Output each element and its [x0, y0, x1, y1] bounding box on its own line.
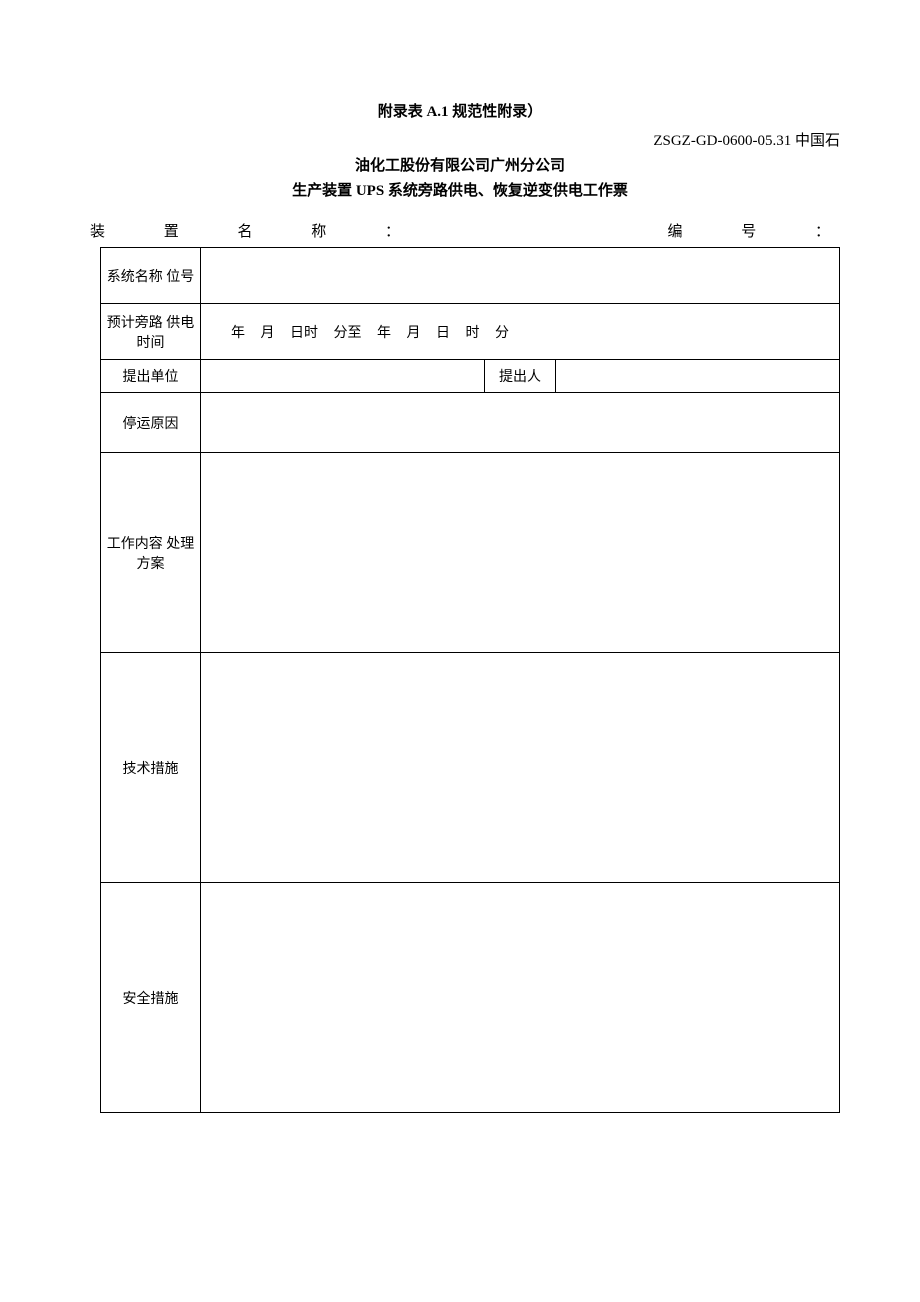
submitter-label: 提出人 [485, 360, 556, 393]
info-spacer [459, 220, 609, 241]
row-value [201, 393, 840, 453]
info-char: 名 [238, 220, 253, 241]
date-part: 年 [231, 326, 245, 341]
date-part: 月 [407, 326, 421, 341]
row-label: 工作内容 处理方案 [101, 453, 201, 653]
info-char: 号 [741, 220, 756, 241]
row-label: 系统名称 位号 [101, 248, 201, 304]
date-part: 分至 [334, 326, 362, 341]
row-value [201, 453, 840, 653]
row-value [201, 360, 485, 393]
date-part: 分 [495, 326, 509, 341]
info-row: 装 置 名 称 ： 编 号 ： [80, 220, 840, 241]
info-char: 装 [90, 220, 105, 241]
table-row: 工作内容 处理方案 [101, 453, 840, 653]
table-row: 停运原因 [101, 393, 840, 453]
table-row: 提出单位 提出人 [101, 360, 840, 393]
row-value [201, 653, 840, 883]
row-label: 提出单位 [101, 360, 201, 393]
form-table: 系统名称 位号 预计旁路 供电时间 年 月 日时 分至 年 月 日 时 分 提出… [100, 247, 840, 1113]
row-label: 停运原因 [101, 393, 201, 453]
company-name: 油化工股份有限公司广州分公司 [80, 154, 840, 175]
date-part: 日 [436, 326, 450, 341]
row-label: 技术措施 [101, 653, 201, 883]
info-char: ： [385, 220, 400, 241]
table-row: 技术措施 [101, 653, 840, 883]
row-value [201, 883, 840, 1113]
form-title: 生产装置 UPS 系统旁路供电、恢复逆变供电工作票 [80, 179, 840, 200]
info-char: ： [815, 220, 830, 241]
table-row: 安全措施 [101, 883, 840, 1113]
appendix-title: 附录表 A.1 规范性附录） [80, 100, 840, 121]
date-part: 日时 [290, 326, 318, 341]
date-part: 月 [261, 326, 275, 341]
table-row: 预计旁路 供电时间 年 月 日时 分至 年 月 日 时 分 [101, 304, 840, 360]
row-value [201, 248, 840, 304]
info-char: 置 [164, 220, 179, 241]
date-part: 时 [466, 326, 480, 341]
submitter-value [556, 360, 840, 393]
info-char: 称 [311, 220, 326, 241]
row-label: 安全措施 [101, 883, 201, 1113]
document-code: ZSGZ-GD-0600-05.31 中国石 [80, 129, 840, 150]
info-char: 编 [667, 220, 682, 241]
row-label: 预计旁路 供电时间 [101, 304, 201, 360]
date-cell: 年 月 日时 分至 年 月 日 时 分 [201, 304, 840, 360]
date-part: 年 [377, 326, 391, 341]
table-row: 系统名称 位号 [101, 248, 840, 304]
